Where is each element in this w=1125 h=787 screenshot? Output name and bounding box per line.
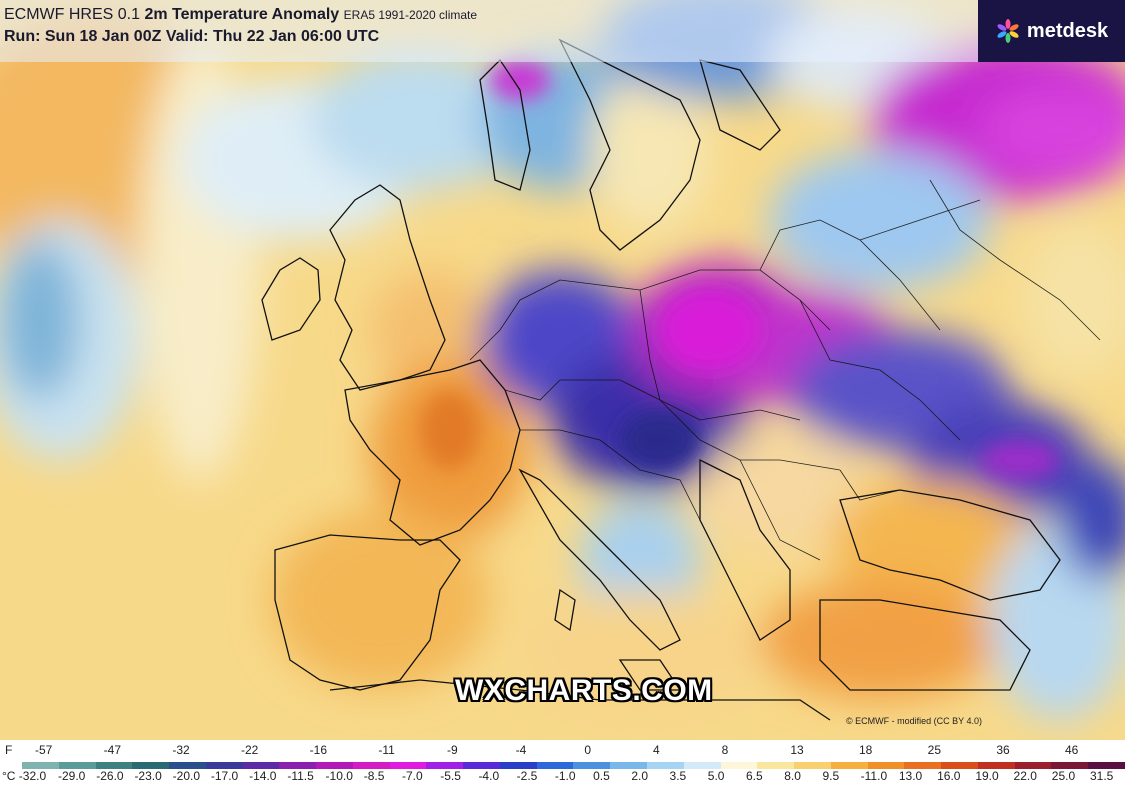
fahrenheit-tick: 25 — [927, 743, 942, 757]
chart-title: ECMWF HRES 0.1 2m Temperature Anomaly ER… — [4, 6, 477, 24]
color-scale-bar — [22, 762, 1125, 769]
fahrenheit-tick: -11 — [378, 743, 395, 757]
run-valid-time: Run: Sun 18 Jan 00Z Valid: Thu 22 Jan 06… — [4, 28, 380, 45]
celsius-tick: 0.5 — [593, 769, 610, 783]
fahrenheit-tick: 46 — [1065, 743, 1079, 757]
celsius-tick: °C -32.0 — [2, 769, 47, 783]
legend-swatch — [316, 762, 353, 769]
fahrenheit-tick: -32 — [172, 743, 190, 757]
legend-swatch — [132, 762, 170, 769]
celsius-tick: 16.0 — [937, 769, 961, 783]
legend-swatch — [867, 762, 905, 769]
fahrenheit-ticks: F -57 -47 -32 -22 -16 -11 -9 -4 0 4 8 13 18 25 36 46 — [0, 743, 1125, 759]
celsius-tick: -20.0 — [172, 769, 201, 783]
fahrenheit-tick: 36 — [996, 743, 1010, 757]
celsius-tick: -26.0 — [96, 769, 124, 783]
legend-swatch — [977, 762, 1015, 769]
model-name: ECMWF HRES 0.1 — [4, 6, 141, 23]
legend-swatch — [720, 762, 758, 769]
celsius-tick: -8.5 — [363, 769, 385, 783]
celsius-tick: 31.5 — [1090, 769, 1114, 783]
legend-swatch — [536, 762, 574, 769]
color-legend: F -57 -47 -32 -22 -16 -11 -9 -4 0 4 8 13 18 25 36 46 °C… — [0, 740, 1125, 787]
celsius-ticks: °C -32.0 -29.0 -26.0 -23.0 -20.0 -17.0 -14.0 -1… — [0, 769, 1125, 785]
logo-text: metdesk — [1026, 19, 1109, 42]
legend-swatch — [904, 762, 942, 769]
metdesk-flower-icon — [997, 19, 1019, 43]
legend-swatch — [463, 762, 500, 769]
celsius-tick: 25.0 — [1051, 769, 1076, 783]
fahrenheit-tick: -9 — [447, 743, 458, 757]
metdesk-logo: metdesk — [978, 0, 1125, 62]
celsius-tick: -1.0 — [554, 769, 576, 783]
parameter-name: 2m Temperature Anomaly — [144, 6, 340, 23]
legend-swatch — [95, 762, 133, 769]
fahrenheit-tick: -57 — [35, 743, 53, 757]
legend-swatch — [647, 762, 684, 769]
fahrenheit-tick: 0 — [584, 743, 592, 757]
celsius-tick: -2.5 — [516, 769, 538, 783]
legend-swatch — [169, 762, 206, 769]
legend-swatch — [279, 762, 317, 769]
celsius-tick: 8.0 — [784, 769, 801, 783]
fahrenheit-label: F — [5, 743, 13, 757]
legend-swatch — [352, 762, 390, 769]
celsius-tick: 9.5 — [822, 769, 840, 783]
legend-swatch — [757, 762, 795, 769]
legend-swatch — [683, 762, 721, 769]
fahrenheit-tick: -22 — [241, 743, 259, 757]
legend-swatch — [1014, 762, 1052, 769]
legend-swatch — [22, 762, 59, 769]
legend-swatch — [941, 762, 978, 769]
fahrenheit-tick: -16 — [309, 743, 327, 757]
fahrenheit-tick: 8 — [721, 743, 729, 757]
celsius-tick: -7.0 — [402, 769, 423, 783]
legend-swatch — [499, 762, 537, 769]
legend-swatch — [1088, 762, 1125, 769]
legend-swatch — [426, 762, 464, 769]
celsius-tick: -29.0 — [58, 769, 86, 783]
celsius-tick: 2.0 — [631, 769, 649, 783]
celsius-tick: -10.0 — [325, 769, 353, 783]
fahrenheit-tick: 13 — [790, 743, 804, 757]
temperature-anomaly-map — [0, 0, 1125, 740]
legend-swatch — [1051, 762, 1089, 769]
celsius-tick: -5.5 — [440, 769, 461, 783]
celsius-tick: 5.0 — [707, 769, 725, 783]
celsius-tick: -23.0 — [134, 769, 162, 783]
celsius-tick: -11.5 — [287, 769, 314, 783]
legend-swatch — [610, 762, 648, 769]
header-bar — [0, 0, 1125, 62]
fahrenheit-tick: -4 — [515, 743, 527, 757]
fahrenheit-tick: -47 — [103, 743, 121, 757]
legend-swatch — [205, 762, 243, 769]
legend-swatch — [58, 762, 96, 769]
celsius-tick: 22.0 — [1013, 769, 1037, 783]
celsius-tick: -17.0 — [210, 769, 239, 783]
legend-swatch — [830, 762, 868, 769]
ecmwf-credit: © ECMWF - modified (CC BY 4.0) — [846, 716, 982, 726]
legend-swatch — [242, 762, 280, 769]
celsius-tick: -14.0 — [249, 769, 277, 783]
fahrenheit-tick: 4 — [653, 743, 660, 757]
wxcharts-watermark: WXCHARTS.COM — [455, 674, 713, 707]
legend-swatch — [389, 762, 427, 769]
celsius-tick: 3.5 — [669, 769, 687, 783]
celsius-tick: 19.0 — [975, 769, 999, 783]
legend-swatch — [573, 762, 611, 769]
celsius-tick: -4.0 — [478, 769, 500, 783]
celsius-tick: -11.0 — [860, 769, 888, 783]
celsius-tick: 13.0 — [898, 769, 923, 783]
legend-swatch — [794, 762, 831, 769]
fahrenheit-tick: 18 — [859, 743, 873, 757]
celsius-tick: 6.5 — [746, 769, 763, 783]
climate-reference: ERA5 1991-2020 climate — [343, 8, 478, 22]
